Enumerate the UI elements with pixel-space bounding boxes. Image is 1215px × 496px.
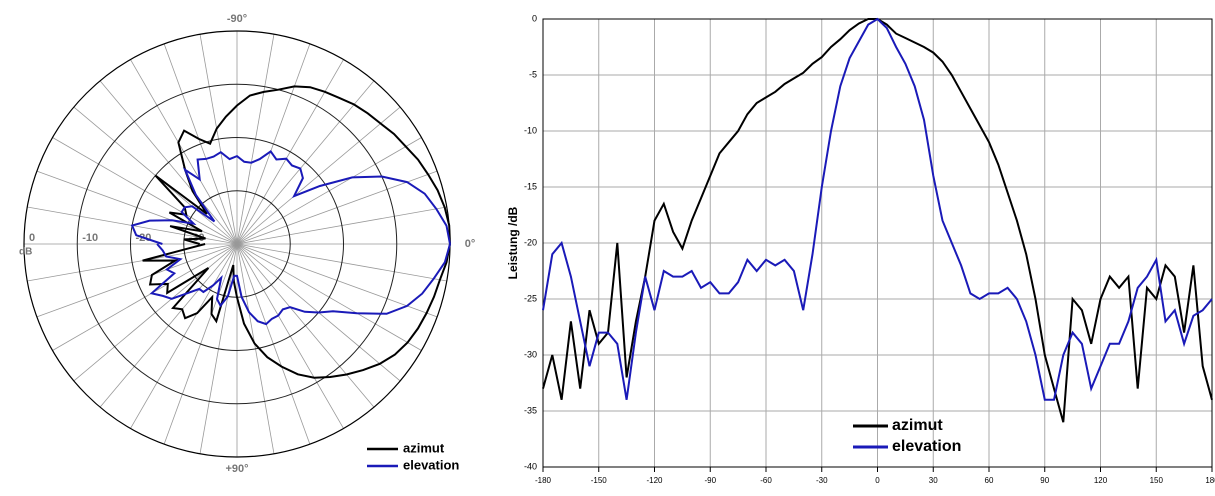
x-tick-label: 150 [1150, 476, 1164, 485]
legend-label: azimut [403, 440, 445, 455]
r-unit: dB [19, 247, 32, 258]
x-tick-label: 90 [1040, 476, 1049, 485]
polar-line [142, 85, 452, 379]
series-line [542, 17, 1213, 401]
legend-label: elevation [892, 438, 961, 455]
ring-label: -10 [82, 232, 98, 244]
x-tick-label: -30 [816, 476, 828, 485]
legend-label: elevation [403, 457, 459, 472]
x-tick-label: 30 [929, 476, 938, 485]
x-tick-label: -120 [646, 476, 663, 485]
y-tick-label: 0 [532, 13, 537, 23]
x-tick-label: -60 [760, 476, 772, 485]
x-tick-label: -90 [704, 476, 716, 485]
x-tick-label: 180 [1205, 476, 1215, 485]
y-tick-label: -35 [524, 405, 537, 415]
x-tick-label: -150 [591, 476, 608, 485]
angle-label: +90° [225, 463, 248, 475]
y-axis-label: Leistung /dB [506, 206, 520, 279]
y-tick-label: -15 [524, 181, 537, 191]
angle-label: -90° [227, 13, 247, 25]
ring [130, 137, 344, 351]
y-tick-label: -10 [524, 125, 537, 135]
ring-label: 0 [29, 232, 35, 244]
y-tick-label: -5 [529, 69, 537, 79]
y-tick-label: -30 [524, 349, 537, 359]
x-tick-label: 0 [875, 476, 880, 485]
y-tick-label: -40 [524, 461, 537, 471]
legend-label: azimut [892, 417, 943, 434]
polar-line [130, 150, 452, 326]
y-tick-label: -20 [524, 237, 537, 247]
x-tick-label: 120 [1094, 476, 1108, 485]
ring [76, 83, 398, 405]
x-tick-label: 60 [985, 476, 994, 485]
y-tick-label: -25 [524, 293, 537, 303]
angle-label: 0° [465, 238, 476, 250]
x-tick-label: -180 [535, 476, 552, 485]
